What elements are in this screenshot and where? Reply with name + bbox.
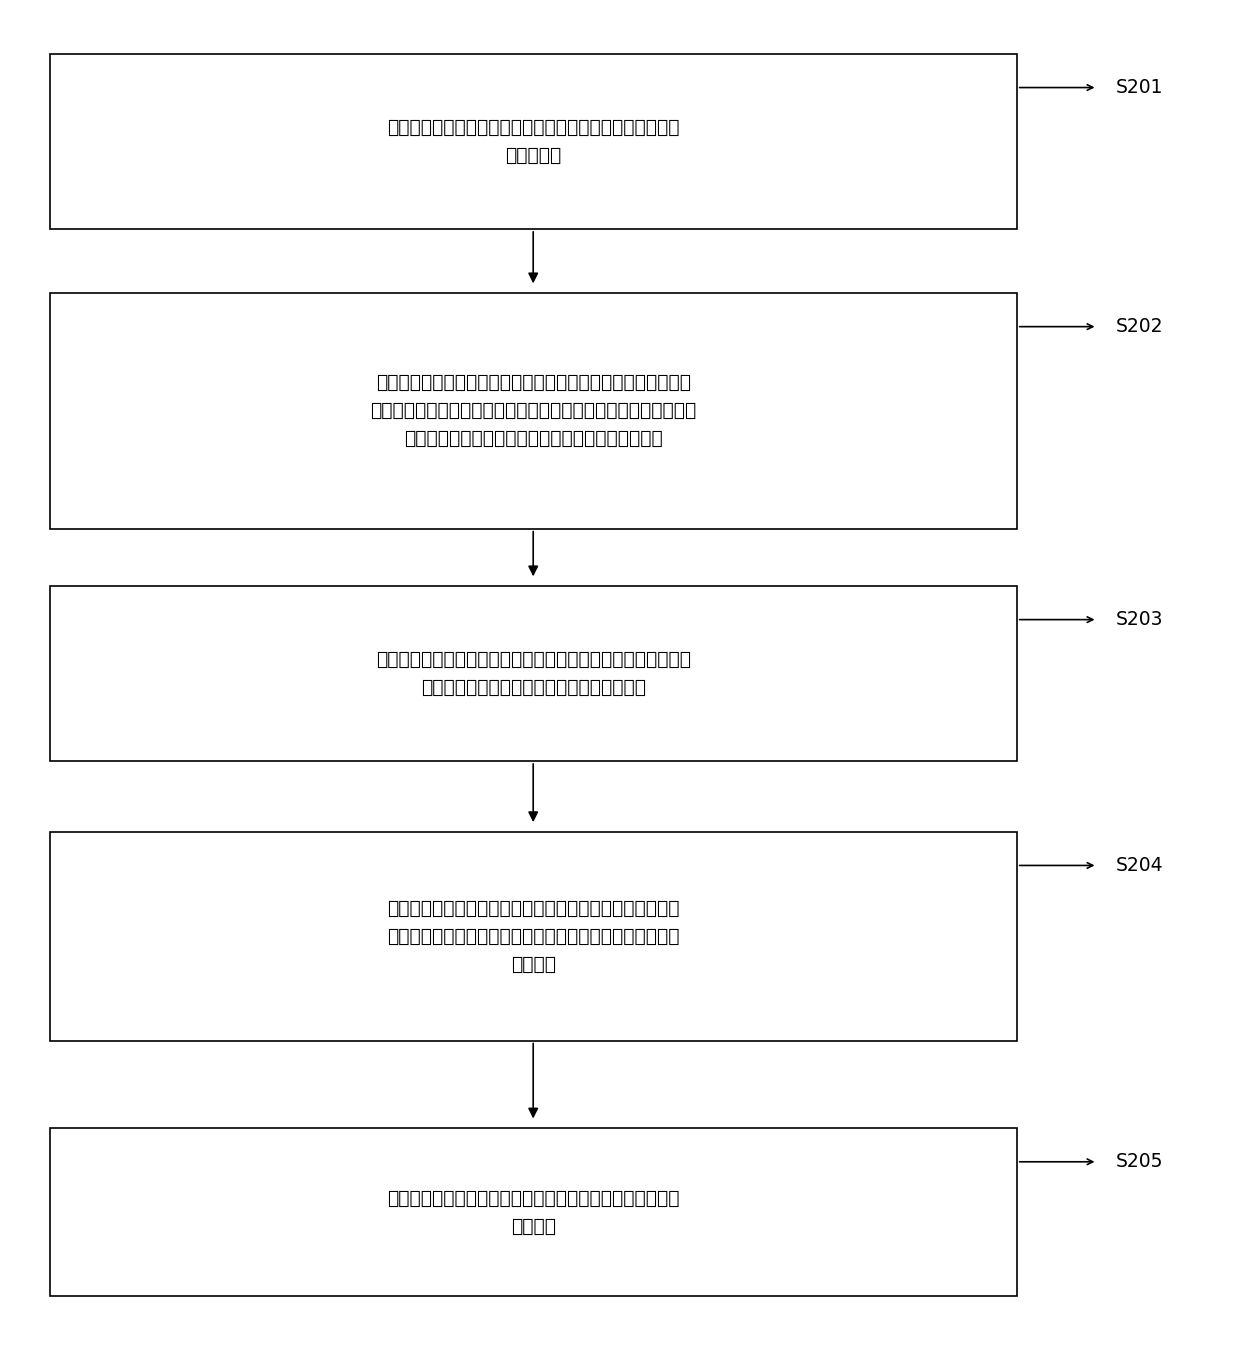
FancyBboxPatch shape [50,586,1017,761]
Text: 根据所述各弯折点的坐标依次连接所述各弯折点以绘制出相
应的折线: 根据所述各弯折点的坐标依次连接所述各弯折点以绘制出相 应的折线 [387,1189,680,1235]
Text: 选取要变为折线的直线，并获取所述直线的起点坐标、终点
坐标和长度: 选取要变为折线的直线，并获取所述直线的起点坐标、终点 坐标和长度 [387,119,680,164]
Text: S205: S205 [1116,1152,1163,1172]
Text: 根据所述起点坐标、所述直线上第一个投影点的坐标以及所述弯
折角度，基于向量法求得第一个弯折点的坐标: 根据所述起点坐标、所述直线上第一个投影点的坐标以及所述弯 折角度，基于向量法求得… [376,651,691,696]
FancyBboxPatch shape [50,832,1017,1040]
Text: S201: S201 [1116,78,1163,97]
Text: S202: S202 [1116,317,1163,337]
Text: 输入并获取预设的弯折角度和弯折线段的长度，根据所述起点坐
标、终点坐标、直线长度、弯折角度和弯折线段的长度，基于定比
分点公式求得各弯折点在所述直线上的投影点的: 输入并获取预设的弯折角度和弯折线段的长度，根据所述起点坐 标、终点坐标、直线长度… [370,373,697,449]
FancyBboxPatch shape [50,1129,1017,1296]
Text: S204: S204 [1116,855,1163,876]
Text: S203: S203 [1116,610,1163,629]
FancyBboxPatch shape [50,54,1017,229]
Text: 根据所述第一个弯折点的坐标和所述各弯折点在所述直线上
的投影点的坐标，依次基于定比分点公式逆向求得其余弯折
点的坐标: 根据所述第一个弯折点的坐标和所述各弯折点在所述直线上 的投影点的坐标，依次基于定… [387,898,680,974]
FancyBboxPatch shape [50,294,1017,529]
